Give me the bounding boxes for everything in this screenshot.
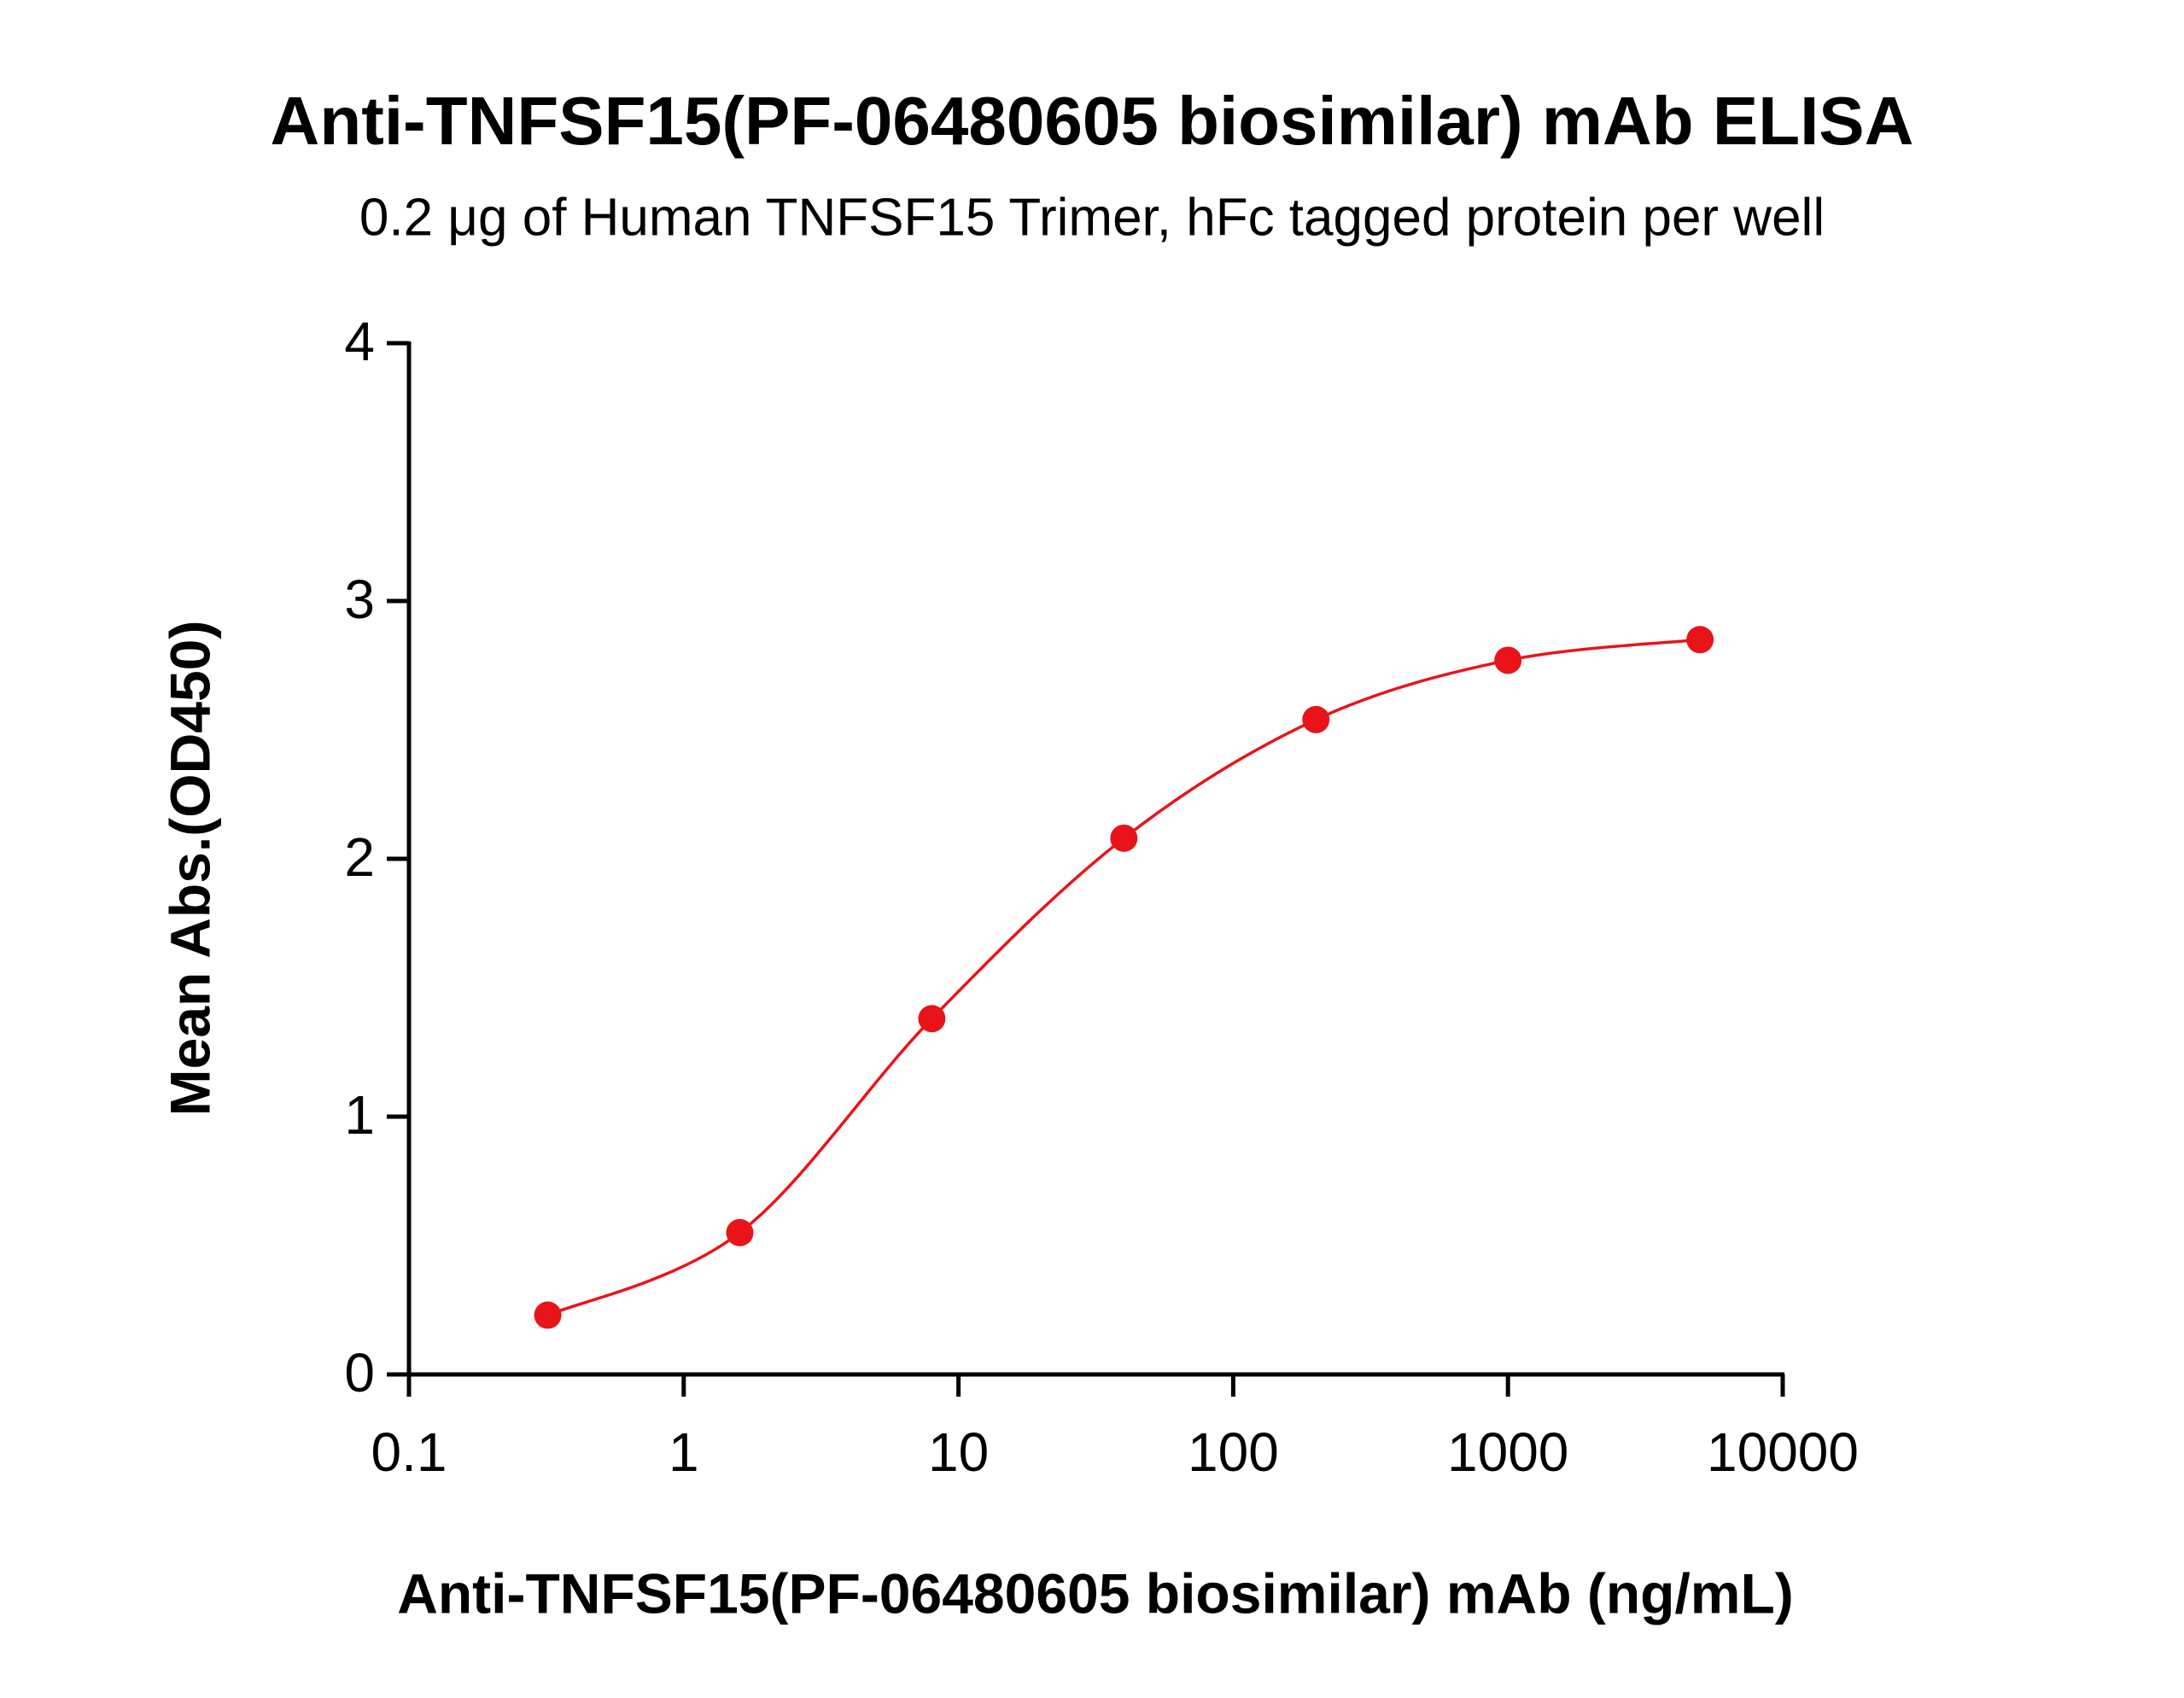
data-point bbox=[1110, 824, 1138, 852]
y-tick-label: 4 bbox=[344, 311, 375, 372]
x-tick-label: 10000 bbox=[1707, 1421, 1859, 1483]
curve bbox=[546, 638, 1701, 1317]
data-point bbox=[726, 1218, 754, 1246]
x-tick-label: 0.1 bbox=[371, 1421, 447, 1483]
chart-subtitle: 0.2 μg of Human TNFSF15 Trimer, hFc tagg… bbox=[359, 188, 1825, 247]
y-tick-label: 2 bbox=[344, 826, 375, 888]
data-point bbox=[1494, 646, 1522, 674]
data-point bbox=[918, 1005, 946, 1033]
y-axis-title: Mean Abs.(OD450) bbox=[158, 621, 221, 1117]
data-point bbox=[534, 1301, 562, 1329]
y-tick-label: 3 bbox=[344, 569, 375, 630]
x-tick-label: 10 bbox=[928, 1421, 989, 1483]
data-point bbox=[1302, 705, 1330, 733]
x-tick-label: 1000 bbox=[1447, 1421, 1568, 1483]
y-tick-label: 1 bbox=[344, 1084, 375, 1146]
chart-title: Anti-TNFSF15(PF-06480605 biosimilar) mAb… bbox=[271, 83, 1914, 159]
x-tick-label: 100 bbox=[1188, 1421, 1279, 1483]
data-point bbox=[1686, 626, 1714, 654]
x-axis-title: Anti-TNFSF15(PF-06480605 biosimilar) mAb… bbox=[397, 1561, 1794, 1625]
x-tick-label: 1 bbox=[669, 1421, 699, 1483]
y-tick-label: 0 bbox=[344, 1342, 375, 1403]
